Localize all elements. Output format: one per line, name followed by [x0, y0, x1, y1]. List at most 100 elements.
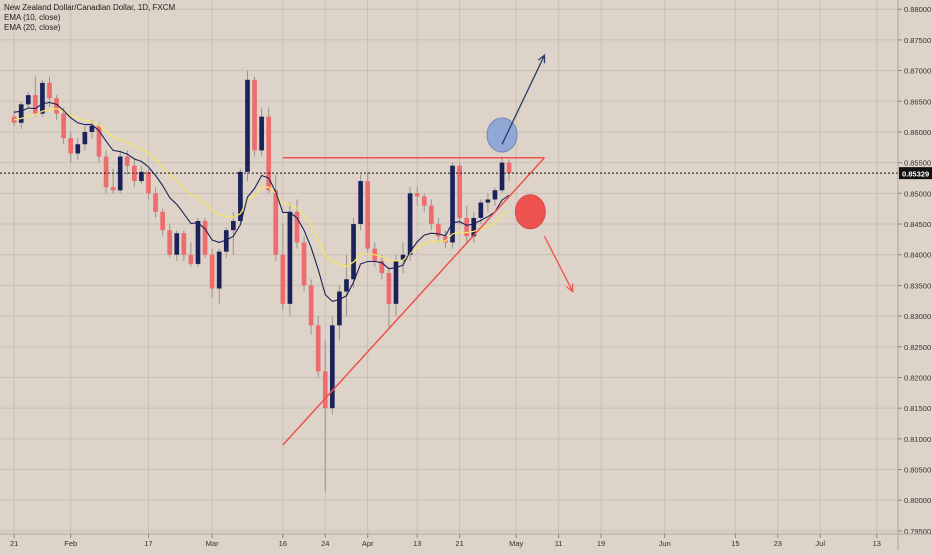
- candle-body: [287, 211, 293, 304]
- time-tick-label: 21: [10, 539, 18, 548]
- candle-body: [223, 230, 229, 252]
- candle-body: [174, 233, 180, 255]
- candle-body: [231, 220, 236, 231]
- candle-body: [457, 165, 462, 218]
- candle-body: [436, 224, 441, 237]
- candle-body: [358, 181, 363, 225]
- time-tick-label: May: [509, 539, 523, 548]
- candle-body: [18, 104, 24, 123]
- time-tick-label: Feb: [64, 539, 77, 548]
- ema10-legend[interactable]: EMA (10, close): [4, 13, 61, 22]
- price-tick-label: 0.84000: [904, 251, 931, 260]
- symbol-title[interactable]: New Zealand Dollar/Canadian Dollar, 1D, …: [4, 3, 176, 12]
- time-tick-label: 23: [774, 539, 782, 548]
- candle-body: [379, 260, 385, 274]
- candle-body: [400, 254, 406, 261]
- time-tick-label: 21: [455, 539, 463, 548]
- candle-body: [294, 211, 300, 243]
- candle-body: [132, 165, 137, 182]
- candle-body: [393, 260, 399, 304]
- time-tick-label: 17: [144, 539, 152, 548]
- bullish-target-ellipse: [486, 117, 518, 153]
- candle-body: [238, 171, 243, 221]
- time-tick-label: 24: [321, 539, 329, 548]
- bullish-arrow-shaft: [501, 54, 546, 145]
- candle-body: [344, 279, 349, 292]
- grid-layer: [0, 0, 898, 534]
- candles-layer: [11, 70, 512, 492]
- candle-body: [329, 325, 335, 409]
- price-tick-label: 0.87000: [904, 67, 931, 76]
- time-tick-label: 13: [873, 539, 881, 548]
- candle-body: [365, 181, 371, 249]
- price-tick-label: 0.85500: [904, 159, 931, 168]
- time-tick-label: Mar: [206, 539, 219, 548]
- candle-body: [61, 113, 66, 139]
- price-tick-label: 0.87500: [904, 36, 931, 45]
- chart-legend: New Zealand Dollar/Canadian Dollar, 1D, …: [4, 3, 175, 33]
- candle-body: [301, 242, 307, 286]
- candle-body: [492, 190, 498, 200]
- price-tick-label: 0.86000: [904, 128, 931, 137]
- bullish-arrow-head: [537, 53, 546, 64]
- candle-body: [160, 211, 165, 231]
- price-tick-label: 0.84500: [904, 220, 931, 229]
- candle-body: [33, 95, 38, 114]
- candle-body: [195, 220, 201, 264]
- price-tick-label: 0.88000: [904, 5, 931, 14]
- candle-body: [181, 233, 187, 255]
- candle-body: [386, 273, 392, 304]
- candle-body: [146, 171, 151, 194]
- ema20-legend[interactable]: EMA (20, close): [4, 23, 61, 32]
- candle-body: [103, 156, 109, 188]
- bearish-arrow: [543, 236, 574, 293]
- candle-body: [273, 190, 279, 255]
- time-tick-label: 16: [279, 539, 287, 548]
- candle-body: [414, 193, 420, 197]
- candle-body: [322, 371, 328, 409]
- candle-body: [96, 125, 102, 157]
- price-tick-label: 0.83500: [904, 281, 931, 290]
- candle-body: [54, 98, 59, 114]
- candle-body: [421, 196, 427, 206]
- time-tick-label: 11: [555, 539, 563, 548]
- candle-body: [485, 199, 491, 203]
- candle-body: [259, 116, 264, 151]
- bullish-arrow: [501, 53, 546, 145]
- candle-body: [47, 82, 52, 99]
- candle-body: [280, 254, 286, 304]
- time-tick-label: 19: [597, 539, 605, 548]
- candle-body: [40, 82, 45, 114]
- price-tick-label: 0.85000: [904, 189, 931, 198]
- candle-body: [216, 251, 222, 289]
- triangle-support-line: [282, 157, 546, 446]
- candle-body: [450, 165, 455, 243]
- bearish-target-ellipse: [514, 194, 546, 230]
- candle-body: [464, 217, 470, 237]
- candle-body: [110, 187, 116, 191]
- candle-body: [124, 156, 130, 166]
- ema20-line: [13, 107, 510, 268]
- candle-body: [25, 95, 31, 105]
- price-tick-label: 0.82500: [904, 343, 931, 352]
- price-tick-label: 0.81000: [904, 435, 931, 444]
- price-tick-label: 0.81500: [904, 404, 931, 413]
- candle-body: [266, 116, 272, 191]
- candle-body: [315, 325, 321, 372]
- candle-body: [506, 162, 512, 174]
- candle-body: [68, 138, 74, 154]
- candle-body: [252, 79, 257, 151]
- price-tick-label: 0.80500: [904, 466, 931, 475]
- time-tick-label: Apr: [362, 539, 374, 548]
- bearish-arrow-shaft: [543, 236, 574, 292]
- price-tick-label: 0.86500: [904, 97, 931, 106]
- candle-body: [89, 125, 95, 132]
- candle-body: [471, 217, 477, 237]
- time-tick-label: Jul: [815, 539, 825, 548]
- candle-body: [167, 230, 173, 255]
- candle-body: [153, 193, 158, 212]
- candle-body: [308, 285, 314, 326]
- candle-body: [407, 193, 413, 255]
